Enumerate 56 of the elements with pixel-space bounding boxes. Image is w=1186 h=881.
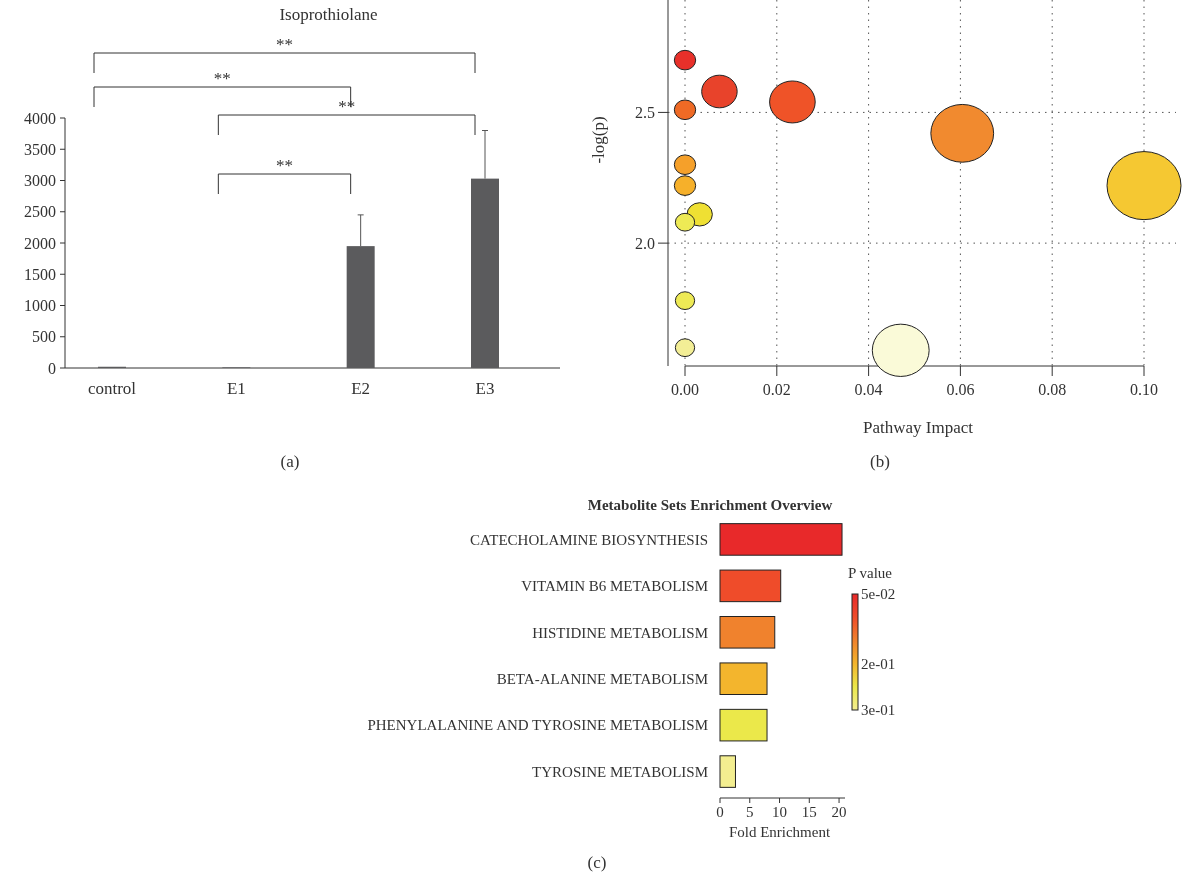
y-tick-label: 3500 (24, 140, 56, 158)
y-tick-label: 4000 (24, 109, 56, 127)
x-tick-label: 0.10 (1130, 381, 1158, 398)
chart-title: Isoprothiolane (279, 5, 378, 24)
text: ** (338, 97, 356, 116)
x-tick-label: 20 (831, 804, 847, 820)
x-tick-label: 0 (716, 804, 724, 820)
bar (719, 755, 736, 788)
annotation: ** (276, 156, 293, 175)
x-tick-label: 0.06 (946, 381, 975, 398)
y-tick-label: 3000 (24, 172, 56, 190)
bar (719, 569, 782, 603)
text: ** (213, 69, 231, 88)
x-tick-label: E1 (226, 379, 246, 398)
x-tick-label: E2 (351, 379, 371, 398)
y-tick-label: 2000 (24, 234, 56, 252)
y-tick-label: HISTIDINE METABOLISM (532, 624, 708, 641)
x-tick-label: 0.00 (671, 381, 699, 398)
bar (719, 662, 768, 695)
y-tick-label: TYROSINE METABOLISM (532, 763, 708, 780)
y-tick-label: 1000 (24, 297, 56, 315)
color-bar-label: 3e-01 (861, 702, 896, 719)
bar (346, 246, 375, 368)
y-tick-label: 500 (32, 328, 56, 346)
y-tick-label: VITAMIN B6 METABOLISM (521, 578, 708, 595)
color-bar-label: 2e-01 (861, 655, 896, 672)
bar (719, 708, 768, 742)
bar (719, 616, 776, 649)
y-tick-label: 0 (48, 359, 56, 377)
x-tick-label: control (87, 379, 137, 398)
y-tick-label: 2.5 (635, 104, 655, 122)
text: (a) (280, 452, 300, 471)
y-tick-label: CATECHOLAMINE BIOSYNTHESIS (470, 531, 708, 548)
x-tick-label: 0.02 (762, 381, 791, 398)
y-tick-label: 1500 (24, 265, 56, 283)
y-tick-label: BETA-ALANINE METABOLISM (496, 670, 708, 687)
x-tick-label: 5 (746, 804, 754, 820)
x-tick-label: E3 (475, 379, 495, 398)
y-axis-title: -log(p) (589, 116, 608, 164)
x-tick-label: 10 (772, 804, 788, 820)
y-tick-label: 2500 (24, 203, 56, 221)
x-tick-label: 0.08 (1038, 381, 1067, 398)
text: (b) (870, 452, 890, 471)
text: (c) (587, 853, 607, 872)
x-tick-label: 0.04 (854, 381, 883, 398)
color-bar-label: 5e-02 (861, 586, 896, 603)
text: ** (276, 35, 293, 54)
y-tick-label: 2.0 (635, 234, 655, 252)
bar (719, 523, 843, 556)
chart-title: Metabolite Sets Enrichment Overview (587, 497, 833, 513)
x-axis-title: Fold Enrichment (728, 824, 831, 840)
bar (471, 178, 499, 368)
x-tick-label: 15 (801, 804, 817, 820)
x-axis-title: Pathway Impact (863, 418, 974, 437)
y-tick-label: PHENYLALANINE AND TYROSINE METABOLISM (367, 717, 708, 734)
color-bar-title: P value (847, 565, 893, 581)
